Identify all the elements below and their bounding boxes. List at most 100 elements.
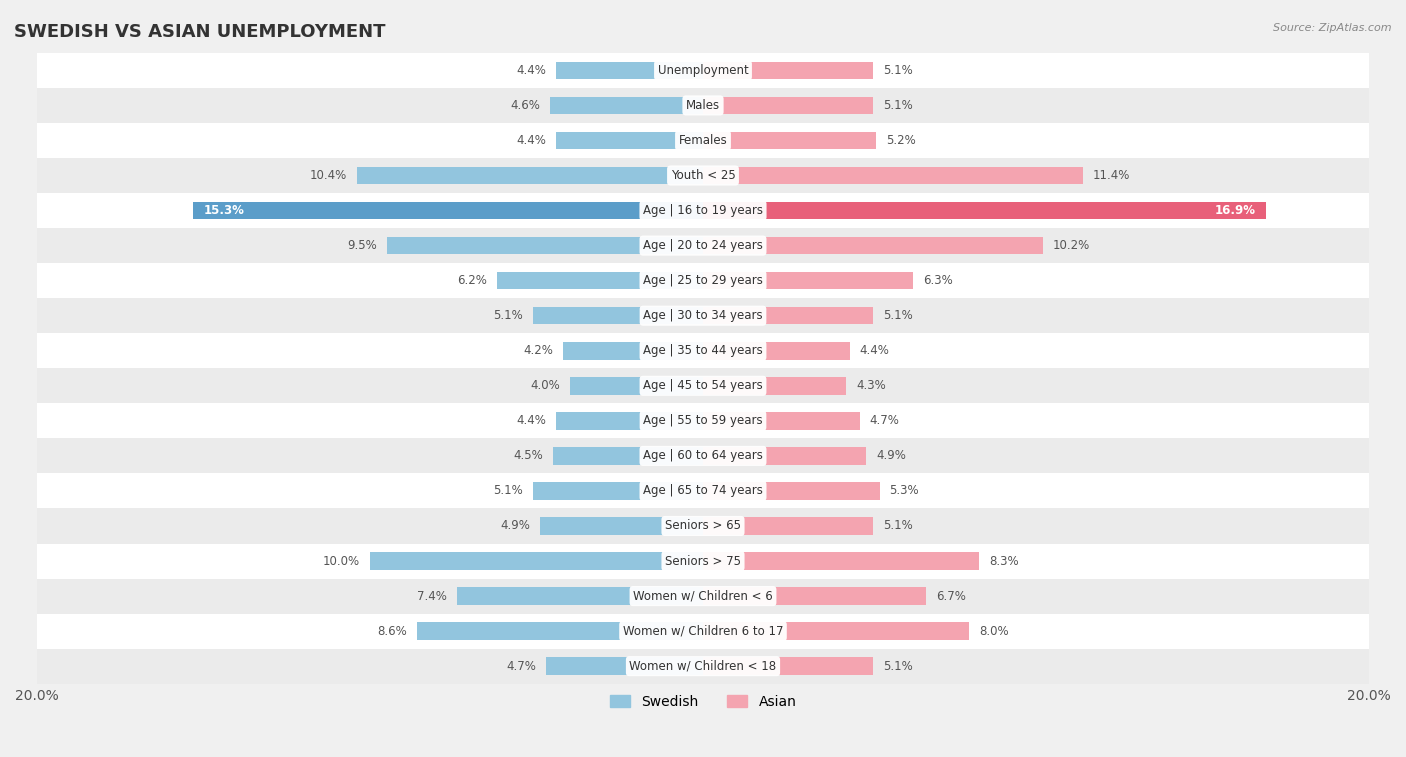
Text: 4.5%: 4.5%	[513, 450, 543, 463]
Bar	[553, 447, 703, 465]
Bar	[557, 132, 703, 149]
Text: 16.9%: 16.9%	[1215, 204, 1256, 217]
Bar	[37, 193, 1369, 228]
Bar	[457, 587, 703, 605]
Text: Age | 16 to 19 years: Age | 16 to 19 years	[643, 204, 763, 217]
Text: 15.3%: 15.3%	[204, 204, 245, 217]
Bar	[703, 482, 880, 500]
Bar	[703, 167, 1083, 184]
Bar	[557, 412, 703, 430]
Bar	[703, 307, 873, 325]
Bar	[387, 237, 703, 254]
Text: 6.7%: 6.7%	[936, 590, 966, 603]
Text: 4.9%: 4.9%	[501, 519, 530, 532]
Text: Seniors > 75: Seniors > 75	[665, 555, 741, 568]
Text: 4.4%: 4.4%	[859, 344, 890, 357]
Bar	[703, 517, 873, 534]
Legend: Swedish, Asian: Swedish, Asian	[605, 690, 801, 715]
Bar	[703, 342, 849, 360]
Text: 5.1%: 5.1%	[883, 99, 912, 112]
Bar	[703, 657, 873, 675]
Text: 5.1%: 5.1%	[883, 519, 912, 532]
Bar	[496, 272, 703, 289]
Bar	[37, 88, 1369, 123]
Text: 9.5%: 9.5%	[347, 239, 377, 252]
Text: Women w/ Children < 6: Women w/ Children < 6	[633, 590, 773, 603]
Bar	[703, 412, 859, 430]
Text: 4.4%: 4.4%	[516, 414, 547, 428]
Text: Age | 35 to 44 years: Age | 35 to 44 years	[643, 344, 763, 357]
Bar	[569, 377, 703, 394]
Bar	[703, 447, 866, 465]
Text: 5.2%: 5.2%	[886, 134, 915, 147]
Text: 6.3%: 6.3%	[922, 274, 953, 287]
Text: Age | 20 to 24 years: Age | 20 to 24 years	[643, 239, 763, 252]
Bar	[370, 553, 703, 570]
Bar	[703, 272, 912, 289]
Bar	[357, 167, 703, 184]
Bar	[703, 587, 927, 605]
Text: 4.6%: 4.6%	[510, 99, 540, 112]
Text: 10.2%: 10.2%	[1053, 239, 1090, 252]
Bar	[37, 544, 1369, 578]
Text: Women w/ Children < 18: Women w/ Children < 18	[630, 659, 776, 673]
Bar	[564, 342, 703, 360]
Text: Source: ZipAtlas.com: Source: ZipAtlas.com	[1274, 23, 1392, 33]
Text: Age | 60 to 64 years: Age | 60 to 64 years	[643, 450, 763, 463]
Text: 4.0%: 4.0%	[530, 379, 560, 392]
Text: Age | 45 to 54 years: Age | 45 to 54 years	[643, 379, 763, 392]
Text: 11.4%: 11.4%	[1092, 169, 1130, 182]
Text: SWEDISH VS ASIAN UNEMPLOYMENT: SWEDISH VS ASIAN UNEMPLOYMENT	[14, 23, 385, 41]
Text: 10.0%: 10.0%	[323, 555, 360, 568]
Bar	[37, 158, 1369, 193]
Text: 5.1%: 5.1%	[494, 484, 523, 497]
Bar	[37, 473, 1369, 509]
Bar	[37, 263, 1369, 298]
Text: Age | 30 to 34 years: Age | 30 to 34 years	[643, 309, 763, 322]
Bar	[703, 202, 1265, 220]
Text: 4.7%: 4.7%	[869, 414, 900, 428]
Text: 5.3%: 5.3%	[890, 484, 920, 497]
Text: 4.7%: 4.7%	[506, 659, 537, 673]
Text: Females: Females	[679, 134, 727, 147]
Bar	[37, 368, 1369, 403]
Text: 4.2%: 4.2%	[523, 344, 553, 357]
Bar	[37, 649, 1369, 684]
Text: 4.4%: 4.4%	[516, 134, 547, 147]
Text: 5.1%: 5.1%	[883, 64, 912, 77]
Text: 5.1%: 5.1%	[883, 659, 912, 673]
Bar	[37, 614, 1369, 649]
Text: Youth < 25: Youth < 25	[671, 169, 735, 182]
Text: 10.4%: 10.4%	[309, 169, 347, 182]
Bar	[703, 132, 876, 149]
Bar	[37, 53, 1369, 88]
Bar	[37, 228, 1369, 263]
Text: Age | 55 to 59 years: Age | 55 to 59 years	[643, 414, 763, 428]
Bar	[550, 97, 703, 114]
Bar	[37, 438, 1369, 473]
Text: 7.4%: 7.4%	[416, 590, 447, 603]
Bar	[703, 622, 970, 640]
Text: 4.3%: 4.3%	[856, 379, 886, 392]
Text: 4.9%: 4.9%	[876, 450, 905, 463]
Bar	[703, 553, 980, 570]
Bar	[37, 123, 1369, 158]
Bar	[37, 298, 1369, 333]
Bar	[194, 202, 703, 220]
Bar	[703, 61, 873, 79]
Text: 6.2%: 6.2%	[457, 274, 486, 287]
Bar	[533, 307, 703, 325]
Text: 5.1%: 5.1%	[883, 309, 912, 322]
Bar	[533, 482, 703, 500]
Text: 4.4%: 4.4%	[516, 64, 547, 77]
Bar	[557, 61, 703, 79]
Text: Women w/ Children 6 to 17: Women w/ Children 6 to 17	[623, 625, 783, 637]
Bar	[37, 509, 1369, 544]
Bar	[703, 237, 1043, 254]
Bar	[37, 403, 1369, 438]
Text: 8.3%: 8.3%	[990, 555, 1019, 568]
Text: Unemployment: Unemployment	[658, 64, 748, 77]
Text: 8.6%: 8.6%	[377, 625, 406, 637]
Bar	[547, 657, 703, 675]
Text: Age | 25 to 29 years: Age | 25 to 29 years	[643, 274, 763, 287]
